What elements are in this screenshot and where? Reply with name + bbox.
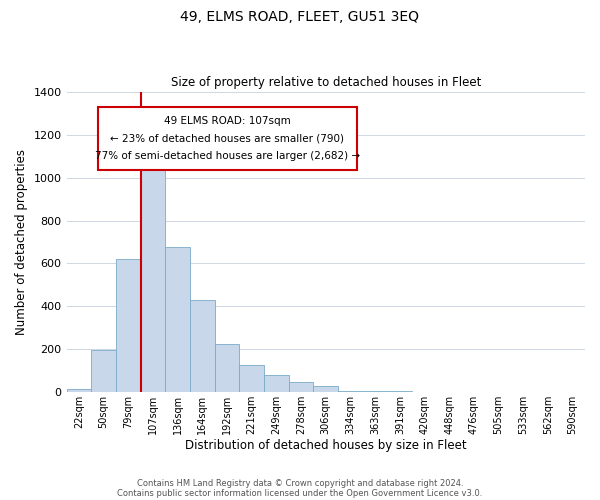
Bar (140, 154, 165, 392)
Bar (289, 382, 313, 392)
Bar (264, 374, 289, 392)
Bar (190, 300, 215, 392)
Bar (239, 365, 264, 392)
FancyBboxPatch shape (98, 107, 357, 170)
Bar (116, 259, 140, 392)
Y-axis label: Number of detached properties: Number of detached properties (15, 149, 28, 335)
Text: 49, ELMS ROAD, FLEET, GU51 3EQ: 49, ELMS ROAD, FLEET, GU51 3EQ (181, 10, 419, 24)
Text: 77% of semi-detached houses are larger (2,682) →: 77% of semi-detached houses are larger (… (95, 151, 360, 161)
Bar (363, 390, 388, 392)
Text: ← 23% of detached houses are smaller (790): ← 23% of detached houses are smaller (79… (110, 134, 344, 143)
Text: Contains HM Land Registry data © Crown copyright and database right 2024.: Contains HM Land Registry data © Crown c… (137, 478, 463, 488)
Text: Contains public sector information licensed under the Open Government Licence v3: Contains public sector information licen… (118, 488, 482, 498)
X-axis label: Distribution of detached houses by size in Fleet: Distribution of detached houses by size … (185, 440, 467, 452)
Bar (388, 390, 412, 392)
Bar (91, 350, 116, 392)
Bar (313, 386, 338, 392)
Title: Size of property relative to detached houses in Fleet: Size of property relative to detached ho… (170, 76, 481, 90)
Bar (215, 344, 239, 392)
Bar (165, 248, 190, 392)
Bar (338, 390, 363, 392)
Bar (67, 388, 91, 392)
Text: 49 ELMS ROAD: 107sqm: 49 ELMS ROAD: 107sqm (164, 116, 290, 126)
